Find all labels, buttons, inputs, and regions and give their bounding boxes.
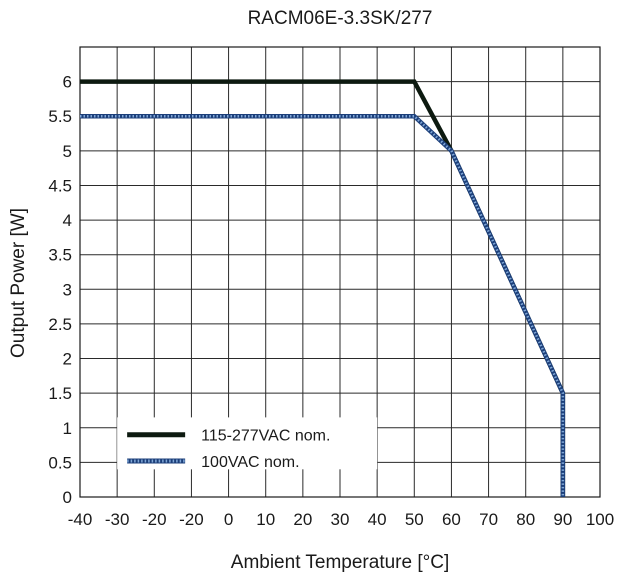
x-tick-label: 0 (224, 510, 233, 529)
x-tick-label: 10 (256, 510, 275, 529)
x-tick-labels: -40 -30 -20 -20 0 10 20 30 40 50 60 70 80 90 100 (68, 510, 614, 529)
plot-frame (79, 46, 601, 498)
chart-title: RACM06E-3.3SK/277 (248, 8, 433, 29)
x-tick-label: -20 (142, 510, 167, 529)
y-tick-label: 3 (63, 280, 72, 299)
x-tick-label: 40 (368, 510, 387, 529)
legend-label-115-277vac: 115-277VAC nom. (201, 428, 330, 445)
x-tick-label: 30 (331, 510, 350, 529)
y-tick-label: 2.5 (48, 315, 72, 334)
y-tick-label: 6 (63, 73, 72, 92)
y-tick-label: 1 (63, 419, 72, 438)
y-tick-label: 5 (63, 142, 72, 161)
y-tick-label: 2 (63, 350, 72, 369)
x-tick-label: 50 (405, 510, 424, 529)
y-tick-label: 4 (63, 211, 72, 230)
x-tick-label: 60 (442, 510, 461, 529)
legend: 115-277VAC nom. 100VAC nom. (117, 417, 378, 471)
legend-label-100vac: 100VAC nom. (201, 454, 299, 471)
series-line-100vac-dots (80, 114, 565, 497)
y-tick-labels: 0 0.5 1 1.5 2 2.5 3 3.5 4 4.5 5 5.5 6 (48, 73, 72, 507)
series-lines (80, 79, 566, 497)
y-tick-label: 1.5 (48, 384, 72, 403)
y-tick-label: 0.5 (48, 453, 72, 472)
x-tick-label: 90 (553, 510, 572, 529)
y-tick-label: 3.5 (48, 246, 72, 265)
x-axis-label: Ambient Temperature [°C] (231, 552, 449, 573)
x-tick-label: 70 (479, 510, 498, 529)
x-tick-label: 100 (586, 510, 614, 529)
y-axis-label: Output Power [W] (8, 208, 29, 358)
y-tick-label: 4.5 (48, 176, 72, 195)
y-tick-label: 0 (63, 488, 72, 507)
x-tick-label: 80 (516, 510, 535, 529)
x-tick-label: -40 (68, 510, 93, 529)
x-tick-label: -20 (179, 510, 204, 529)
y-tick-label: 5.5 (48, 107, 72, 126)
x-tick-label: -30 (105, 510, 130, 529)
x-tick-label: 20 (293, 510, 312, 529)
